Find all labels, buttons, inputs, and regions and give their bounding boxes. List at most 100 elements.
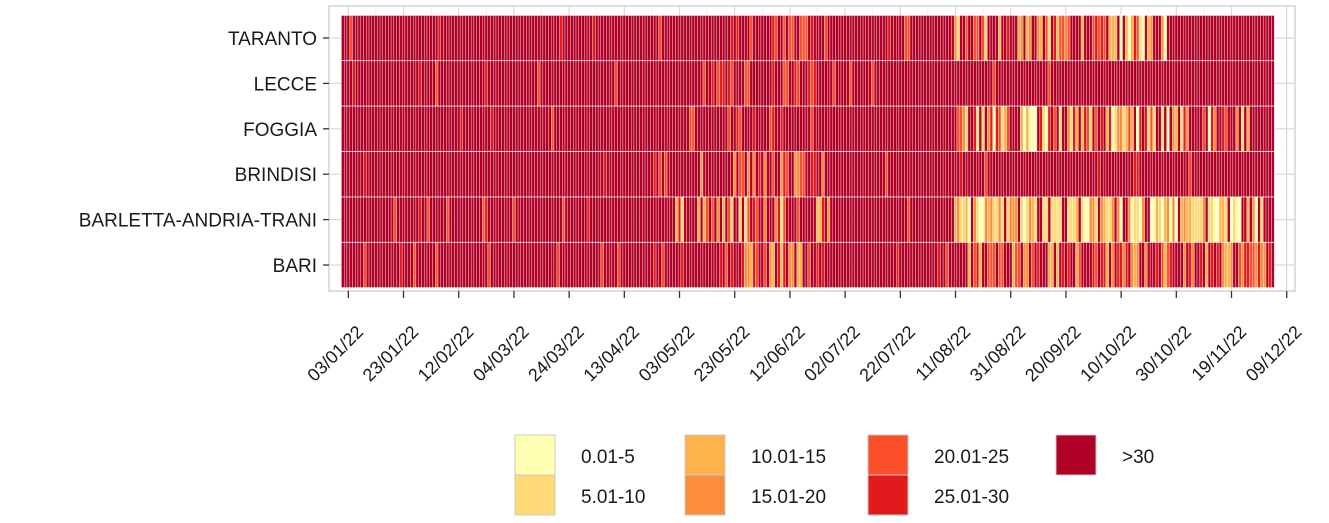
heatmap-cell [647,196,651,243]
heatmap-cell [388,106,392,152]
heatmap-cell [1000,196,1004,243]
heatmap-cell [981,242,985,288]
heatmap-cell [843,242,847,288]
heatmap-cell [896,60,900,107]
heatmap-cell [617,15,621,61]
heatmap-cell [838,106,842,152]
heatmap-cell [923,242,927,288]
heatmap-cell [462,60,466,107]
heatmap-cell [653,106,657,152]
heatmap-cell [741,151,745,197]
heatmap-cell [1249,151,1253,197]
heatmap-cell [482,151,486,197]
heatmap-cell [509,242,513,288]
heatmap-cell [722,242,726,288]
heatmap-cell [482,196,486,243]
heatmap-cell [661,196,665,243]
heatmap-cell [396,242,400,288]
heatmap-cell [366,196,370,243]
heatmap-cell [534,151,538,197]
heatmap-cell [371,196,375,243]
heatmap-cell [355,242,359,288]
heatmap-cell [907,15,911,61]
heatmap-cell [782,151,786,197]
heatmap-cell [528,15,533,61]
heatmap-cell [758,60,762,107]
heatmap-cell [1221,151,1225,197]
legend-label: 5.01-10 [581,487,645,508]
heatmap-cell [1047,151,1051,197]
heatmap-cell [1196,196,1200,243]
heatmap-cell [440,106,444,152]
heatmap-cell [918,242,922,288]
heatmap-cell [796,60,800,107]
heatmap-cell [490,106,494,152]
heatmap-cell [942,106,947,152]
heatmap-cell [796,151,800,197]
heatmap-cell [686,242,690,288]
heatmap-cell [821,242,825,288]
heatmap-cell [1207,196,1211,243]
heatmap-cell [981,151,985,197]
heatmap-cell [973,15,977,61]
heatmap-cell [758,242,762,288]
heatmap-cell [1185,15,1189,61]
heatmap-cell [1227,151,1231,197]
heatmap-cell [504,106,508,152]
heatmap-cell [904,15,908,61]
heatmap-cell [578,15,582,61]
heatmap-cell [1144,60,1148,107]
heatmap-cell [537,151,541,197]
heatmap-cell [559,242,563,288]
heatmap-cell [556,60,560,107]
heatmap-cell [484,106,488,152]
heatmap-cell [617,106,621,152]
heatmap-cell [1144,151,1148,197]
heatmap-cell [1149,15,1154,61]
heatmap-cell [1227,196,1231,243]
heatmap-cell [465,151,469,197]
heatmap-cell [355,60,359,107]
heatmap-cell [898,15,902,61]
heatmap-cell [1127,242,1131,288]
heatmap-cell [1031,196,1035,243]
heatmap-cell [586,15,590,61]
heatmap-cell [548,60,552,107]
heatmap-cell [1056,242,1060,288]
heatmap-cell [868,242,872,288]
heatmap-cell [1064,242,1068,288]
heatmap-cell [700,106,704,152]
heatmap-cell [501,151,505,197]
heatmap-cell [965,106,969,152]
heatmap-cell [818,15,822,61]
heatmap-cell [404,242,408,288]
heatmap-cell [758,151,762,197]
heatmap-cell [1177,15,1181,61]
heatmap-cell [1210,151,1214,197]
heatmap-cell [1183,151,1187,197]
heatmap-cell [506,242,510,288]
heatmap-cell [824,60,828,107]
heatmap-cell [1042,151,1046,197]
heatmap-cell [346,60,350,107]
heatmap-cell [854,196,858,243]
heatmap-cell [689,242,693,288]
heatmap-cell [1263,106,1267,152]
heatmap-cell [1025,60,1029,107]
heatmap-cell [1158,196,1162,243]
heatmap-cell [349,15,353,61]
heatmap-cell [1045,151,1049,197]
heatmap-cell [987,15,991,61]
heatmap-cell [539,15,544,61]
heatmap-cell [735,151,740,197]
heatmap-cell [1025,151,1029,197]
heatmap-cell [636,60,640,107]
heatmap-cell [843,60,847,107]
heatmap-cell [1039,151,1043,197]
heatmap-cell [655,151,659,197]
heatmap-cell [719,242,723,288]
heatmap-cell [799,196,803,243]
heatmap-cell [548,196,552,243]
heatmap-cell [393,15,397,61]
heatmap-cell [390,151,395,197]
